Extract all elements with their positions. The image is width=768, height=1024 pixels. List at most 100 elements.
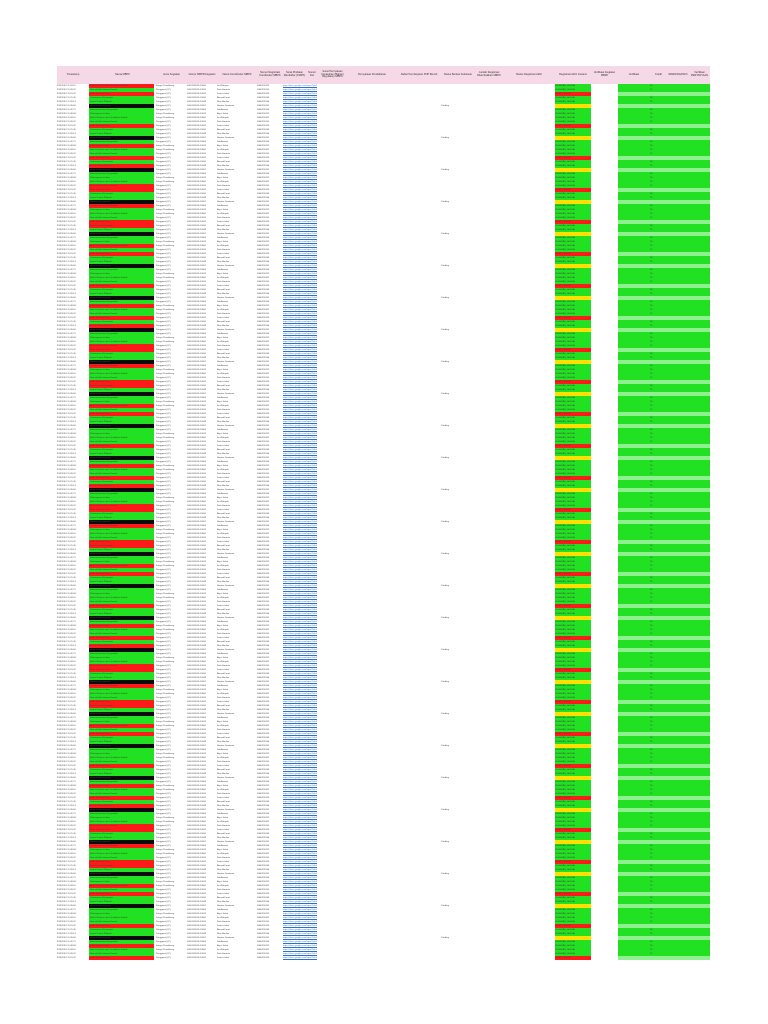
table-row[interactable]: 9/19/2019 11:21:40 Puskesmas Kecamatan Pen… <box>57 576 710 580</box>
table-row[interactable]: 9/19/2019 11:21:40 Puskesmas Kecamatan Pen… <box>57 160 710 164</box>
document-link-cell[interactable]: https://docs.google.com/open?id=7 <box>283 781 317 783</box>
table-row[interactable]: 9/19/2019 11:28:13 Ikatan Profesi Wilayah… <box>57 292 710 296</box>
document-link-cell[interactable]: https://docs.google.com/open?id=4 <box>283 513 317 515</box>
table-row[interactable]: 9/19/2019 11:42:21 Balai Kesehatan Masyar… <box>57 652 710 656</box>
table-row[interactable]: 9/19/2019 11:09:47 Rumah Sakit Umum Daera… <box>57 792 710 796</box>
document-link-cell[interactable]: https://docs.google.com/open?id=8 <box>283 209 317 211</box>
table-row[interactable]: 9/19/2019 11:03:16 Balai Pelatihan dan Pe… <box>57 340 710 344</box>
document-link-cell[interactable]: https://docs.google.com/open?id=1 <box>283 789 317 791</box>
document-link-cell[interactable]: https://docs.google.com/open?id=2 <box>283 121 317 123</box>
table-row[interactable]: 9/19/2019 11:28:13 Ikatan Profesi Wilayah… <box>57 388 710 392</box>
table-row[interactable]: 9/19/2019 11:21:40 Puskesmas Kecamatan Pen… <box>57 384 710 388</box>
document-link-cell[interactable]: https://docs.google.com/open?id=1 <box>283 533 317 535</box>
document-link-cell[interactable]: https://docs.google.com/open?id=6 <box>283 297 317 299</box>
document-link-cell[interactable]: https://docs.google.com/open?id=8 <box>283 721 317 723</box>
table-row[interactable]: 9/19/2019 11:21:40 Puskesmas Kecamatan Pen… <box>57 256 710 260</box>
document-link-cell[interactable]: https://docs.google.com/open?id=3 <box>283 349 317 351</box>
column-header[interactable]: Jenis Kegiatan <box>162 72 180 76</box>
document-link-cell[interactable]: https://docs.google.com/open?id=8 <box>283 273 317 275</box>
document-link-cell[interactable]: https://docs.google.com/open?id=8 <box>283 657 317 659</box>
table-row[interactable]: 9/19/2019 11:42:21 Balai Kesehatan Masyar… <box>57 396 710 400</box>
table-row[interactable]: 9/19/2019 11:21:40 Puskesmas Kecamatan Pen… <box>57 416 710 420</box>
table-row[interactable]: 9/19/2019 11:09:47 Rumah Sakit Umum Daera… <box>57 568 710 572</box>
table-row[interactable]: 9/19/2019 11:03:16 Balai Pelatihan dan Pe… <box>57 84 710 88</box>
document-link-cell[interactable]: https://docs.google.com/open?id=2 <box>283 217 317 219</box>
column-header[interactable]: Nomor Fax <box>308 71 316 77</box>
document-link-cell[interactable]: https://docs.google.com/open?id=4 <box>283 353 317 355</box>
table-row[interactable]: 9/19/2019 11:03:16 Balai Pelatihan dan Pe… <box>57 724 710 728</box>
document-link-cell[interactable]: https://docs.google.com/open?id=7 <box>283 493 317 495</box>
document-link-cell[interactable]: https://docs.google.com/open?id=4 <box>283 417 317 419</box>
document-link-cell[interactable]: https://docs.google.com/open?id=7 <box>283 749 317 751</box>
document-link-cell[interactable]: https://docs.google.com/open?id=4 <box>283 545 317 547</box>
document-link-cell[interactable]: https://docs.google.com/open?id=6 <box>283 361 317 363</box>
table-row[interactable]: 9/19/2019 11:49:08 Perhimpunan Dokter Fung… <box>57 528 710 532</box>
table-row[interactable]: 9/19/2019 11:35:56 Rumah Sakit Swasta Peng… <box>57 776 710 780</box>
document-link-cell[interactable]: https://docs.google.com/open?id=3 <box>283 765 317 767</box>
document-link-cell[interactable]: https://docs.google.com/open?id=3 <box>283 157 317 159</box>
column-header[interactable]: Status Registrasi Akhir <box>515 72 543 76</box>
table-row[interactable]: 9/19/2019 11:21:40 Puskesmas Kecamatan Pen… <box>57 768 710 772</box>
table-row[interactable]: 9/19/2019 11:15:02 Klinik Pratama Sehat Pe… <box>57 156 710 160</box>
document-link-cell[interactable]: https://docs.google.com/open?id=1 <box>283 405 317 407</box>
column-header[interactable]: Pernyataan Pendaftaran <box>357 72 387 76</box>
table-row[interactable]: 9/19/2019 11:42:21 Balai Kesehatan Masyar… <box>57 108 710 112</box>
document-link-cell[interactable]: https://docs.google.com/open?id=8 <box>283 625 317 627</box>
table-row[interactable]: 9/19/2019 11:42:21 Balai Kesehatan Masyar… <box>57 524 710 528</box>
table-row[interactable]: 9/19/2019 11:49:08 Perhimpunan Dokter Fung… <box>57 624 710 628</box>
document-link-cell[interactable]: https://docs.google.com/open?id=6 <box>283 489 317 491</box>
document-link-cell[interactable]: https://docs.google.com/open?id=8 <box>283 241 317 243</box>
document-link-cell[interactable]: https://docs.google.com/open?id=1 <box>283 501 317 503</box>
table-row[interactable]: 9/19/2019 11:49:08 Perhimpunan Dokter Fung… <box>57 176 710 180</box>
document-link-cell[interactable]: https://docs.google.com/open?id=8 <box>283 593 317 595</box>
table-row[interactable]: 9/19/2019 11:21:40 Puskesmas Kecamatan Pen… <box>57 704 710 708</box>
document-link-cell[interactable]: https://docs.google.com/open?id=7 <box>283 365 317 367</box>
document-link-cell[interactable]: https://docs.google.com/open?id=2 <box>283 537 317 539</box>
document-link-cell[interactable]: https://docs.google.com/open?id=3 <box>283 957 317 959</box>
table-row[interactable]: 9/19/2019 11:21:40 Puskesmas Kecamatan Pen… <box>57 448 710 452</box>
table-row[interactable]: 9/19/2019 11:35:56 Rumah Sakit Swasta Peng… <box>57 360 710 364</box>
document-link-cell[interactable]: https://docs.google.com/open?id=1 <box>283 181 317 183</box>
document-link-cell[interactable]: https://docs.google.com/open?id=2 <box>283 601 317 603</box>
table-row[interactable]: 9/19/2019 11:09:47 Rumah Sakit Umum Daera… <box>57 696 710 700</box>
document-link-cell[interactable]: https://docs.google.com/open?id=8 <box>283 305 317 307</box>
table-row[interactable]: 9/19/2019 11:09:47 Rumah Sakit Umum Daera… <box>57 408 710 412</box>
table-row[interactable]: 9/19/2019 11:35:56 Rumah Sakit Swasta Peng… <box>57 552 710 556</box>
table-row[interactable]: 9/19/2019 11:03:16 Balai Pelatihan dan Pe… <box>57 436 710 440</box>
table-row[interactable]: 9/19/2019 11:42:21 Balai Kesehatan Masyar… <box>57 428 710 432</box>
document-link-cell[interactable]: https://docs.google.com/open?id=3 <box>283 669 317 671</box>
document-link-cell[interactable]: https://docs.google.com/open?id=5 <box>283 229 317 231</box>
table-row[interactable]: 9/19/2019 11:35:56 Rumah Sakit Swasta Peng… <box>57 488 710 492</box>
table-row[interactable]: 9/19/2019 11:49:08 Perhimpunan Dokter Fung… <box>57 304 710 308</box>
table-row[interactable]: 9/19/2019 11:35:56 Rumah Sakit Swasta Peng… <box>57 328 710 332</box>
document-link-cell[interactable]: https://docs.google.com/open?id=5 <box>283 133 317 135</box>
document-link-cell[interactable]: https://docs.google.com/open?id=1 <box>283 149 317 151</box>
document-link-cell[interactable]: https://docs.google.com/open?id=1 <box>283 85 317 87</box>
document-link-cell[interactable]: https://docs.google.com/open?id=5 <box>283 293 317 295</box>
document-link-cell[interactable]: https://docs.google.com/open?id=7 <box>283 461 317 463</box>
table-row[interactable]: 9/19/2019 11:09:47 Rumah Sakit Umum Daera… <box>57 760 710 764</box>
document-link-cell[interactable]: https://docs.google.com/open?id=1 <box>283 437 317 439</box>
document-link-cell[interactable]: https://docs.google.com/open?id=7 <box>283 429 317 431</box>
table-row[interactable]: 9/19/2019 11:15:02 Klinik Pratama Sehat Pe… <box>57 220 710 224</box>
table-row[interactable]: 9/19/2019 11:28:13 Ikatan Profesi Wilayah… <box>57 100 710 104</box>
table-row[interactable]: 9/19/2019 11:09:47 Rumah Sakit Umum Daera… <box>57 152 710 156</box>
table-row[interactable]: 9/19/2019 11:28:13 Ikatan Profesi Wilayah… <box>57 772 710 776</box>
document-link-cell[interactable]: https://docs.google.com/open?id=5 <box>283 709 317 711</box>
document-link-cell[interactable]: https://docs.google.com/open?id=1 <box>283 629 317 631</box>
table-row[interactable]: 9/19/2019 11:35:56 Rumah Sakit Swasta Peng… <box>57 712 710 716</box>
document-link-cell[interactable]: https://docs.google.com/open?id=7 <box>283 557 317 559</box>
table-row[interactable]: 9/19/2019 11:15:02 Klinik Pratama Sehat Pe… <box>57 188 710 192</box>
document-link-cell[interactable]: https://docs.google.com/open?id=3 <box>283 125 317 127</box>
table-row[interactable]: 9/19/2019 11:21:40 Puskesmas Kecamatan Pen… <box>57 352 710 356</box>
column-header[interactable]: Status Berkas Kelulusan <box>443 72 473 76</box>
document-link-cell[interactable]: https://docs.google.com/open?id=2 <box>283 249 317 251</box>
table-row[interactable]: 9/19/2019 11:15:02 Klinik Pratama Sehat Pe… <box>57 92 710 96</box>
table-row[interactable]: 9/19/2019 11:35:56 Rumah Sakit Swasta Peng… <box>57 200 710 204</box>
document-link-cell[interactable]: https://docs.google.com/open?id=6 <box>283 777 317 779</box>
table-row[interactable]: 9/19/2019 11:09:47 Rumah Sakit Umum Daera… <box>57 728 710 732</box>
document-link-cell[interactable]: https://docs.google.com/open?id=6 <box>283 521 317 523</box>
table-row[interactable]: 9/19/2019 11:49:08 Perhimpunan Dokter Fung… <box>57 240 710 244</box>
document-link-cell[interactable]: https://docs.google.com/open?id=2 <box>283 665 317 667</box>
document-link-cell[interactable]: https://docs.google.com/open?id=2 <box>283 345 317 347</box>
